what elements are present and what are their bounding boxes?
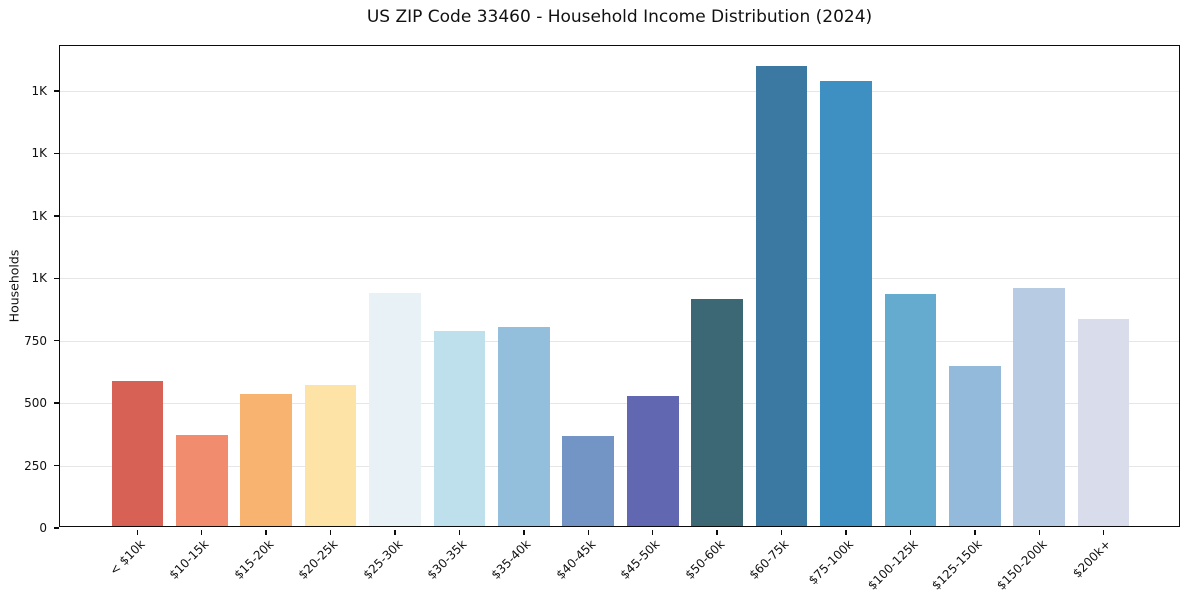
y-tick [53,402,59,404]
y-tick-label: 0 [39,521,47,535]
x-tick [716,529,718,535]
grid-line [60,278,1179,280]
y-tick [53,215,59,217]
x-tick [458,529,461,535]
bar [175,434,228,526]
chart-title: US ZIP Code 33460 - Household Income Dis… [366,7,873,27]
x-tick [909,529,912,535]
grid-line [60,403,1179,405]
y-tick-label: 1K [31,208,47,223]
x-tick-label: $25-30k [360,537,405,582]
grid-line [60,340,1179,342]
y-tick-label: 500 [24,396,47,411]
grid-line [60,465,1179,467]
x-tick-label: $10-15k [166,537,212,582]
plot-area: 0 250 500 750 1K 1K 1K 1K < $10k $10-15k $15-20k $2… [24,45,1180,590]
y-tick-label: 1K [31,146,47,161]
y-tick-label: 1K [31,83,47,98]
y-tick-label: 250 [24,458,47,473]
y-tick [53,464,59,467]
bar [369,292,421,526]
x-tick-label: $15-20k [231,537,277,582]
bar [949,366,1001,526]
y-axis-label: Households [6,249,22,323]
grid-line [60,215,1179,217]
x-tick-label: $200k+ [1070,537,1114,581]
y-tick-label: 750 [24,333,47,348]
x-tick [845,529,847,535]
x-tick-label: $125-150k [929,537,985,590]
bar [498,327,550,526]
grid-line [60,90,1179,92]
bar [820,81,872,526]
bar [1013,287,1066,526]
x-tick-label: $45-50k [617,537,663,582]
y-tick-label: 1K [31,271,47,286]
x-tick [329,529,332,535]
x-tick-label: $150-200k [993,537,1050,590]
x-tick-label: $60-75k [746,537,792,582]
x-tick [523,529,525,535]
bar [1077,318,1130,526]
x-tick [201,529,203,535]
bar [562,436,615,526]
x-tick [1103,529,1105,535]
x-tick-label: $50-60k [682,537,728,582]
bar [884,293,937,526]
x-tick [780,529,783,535]
x-tick [974,529,976,535]
x-tick-label: $75-100k [805,537,856,588]
bar [304,384,357,526]
x-tick [265,529,267,535]
x-tick [587,529,589,535]
grid-line [60,153,1179,155]
x-tick-label: $20-25k [295,537,341,582]
x-tick-label: $40-45k [553,537,599,582]
y-tick [53,339,59,342]
x-tick [652,529,654,535]
bar [626,396,679,526]
x-tick-label: < $10k [106,537,148,578]
x-tick-label: $100-125k [864,537,921,590]
bar [755,66,808,526]
x-tick [394,529,396,535]
y-tick [53,152,59,155]
bar [691,298,743,526]
bar [111,381,164,526]
x-tick [1038,529,1040,535]
x-tick-label: $30-35k [424,537,470,582]
x-tick-label: $35-40k [488,537,534,582]
y-tick [53,90,59,92]
x-tick [136,529,138,535]
bar [433,331,486,526]
y-tick [53,527,59,529]
y-tick [53,277,59,279]
bar [240,393,292,526]
